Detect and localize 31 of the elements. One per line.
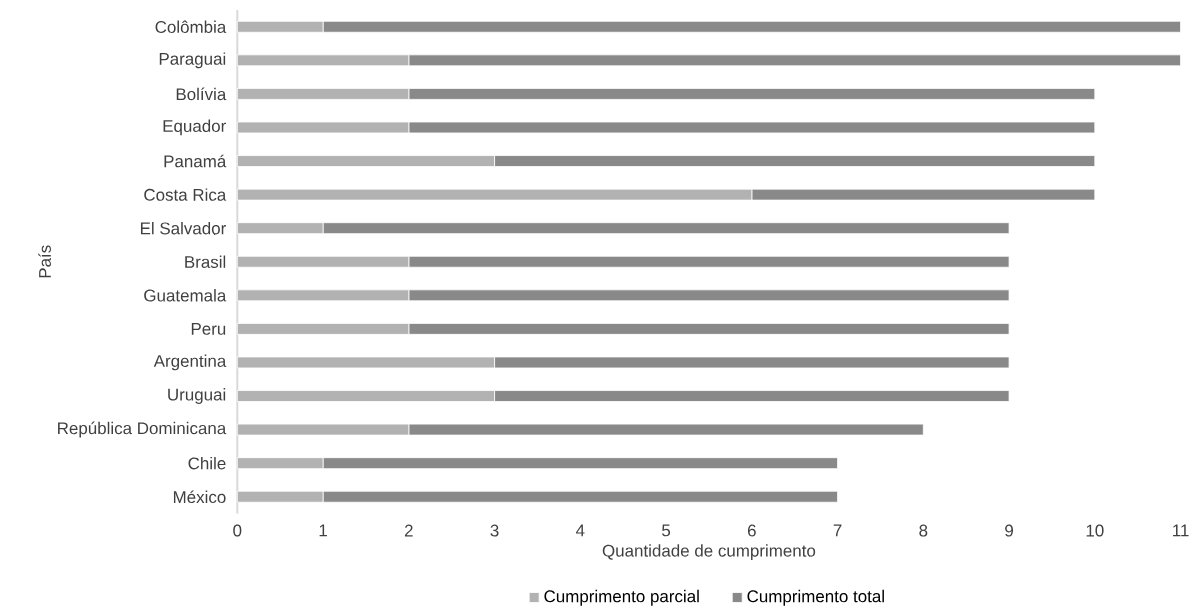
y-axis-title: País — [38, 245, 51, 278]
y-tick-label: Equador — [163, 119, 226, 136]
y-tick-label: República Dominicana — [58, 421, 227, 438]
x-tick-label: 6 — [747, 524, 756, 537]
y-tick-label: Bolívia — [176, 87, 227, 101]
y-tick-label: Brasil — [185, 255, 226, 268]
x-tick-label: 9 — [1005, 524, 1013, 537]
y-tick-label: Guatemala — [144, 289, 227, 302]
y-tick-label: México — [173, 490, 226, 503]
y-tick-label: Chile — [188, 456, 226, 470]
x-tick-label: 11 — [1173, 524, 1189, 537]
y-tick-label: Uruguai — [168, 388, 226, 404]
x-tick-label: 1 — [319, 524, 327, 537]
y-tick-label: Paraguai — [159, 52, 226, 69]
x-axis-title: Quantidade de cumprimento — [602, 544, 816, 560]
y-tick-label: Peru — [191, 322, 226, 335]
x-tick-label: 3 — [490, 524, 499, 537]
y-tick-label: Colômbia — [155, 20, 227, 33]
x-tick-label: 0 — [233, 524, 242, 537]
x-tick-label: 2 — [404, 524, 413, 537]
x-tick-label: 7 — [833, 524, 842, 537]
x-tick-label: 10 — [1086, 524, 1104, 537]
y-tick-label: El Salvador — [140, 221, 226, 235]
legend-label: Cumprimento parcial — [544, 589, 699, 606]
x-tick-label: 8 — [919, 524, 928, 537]
y-tick-label: Argentina — [153, 354, 227, 371]
legend-label: Cumprimento total — [747, 589, 884, 606]
x-tick-label: 4 — [575, 524, 585, 537]
x-tick-label: 5 — [662, 524, 671, 537]
y-tick-label: Costa Rica — [144, 188, 227, 201]
y-tick-label: Panamá — [164, 154, 227, 168]
